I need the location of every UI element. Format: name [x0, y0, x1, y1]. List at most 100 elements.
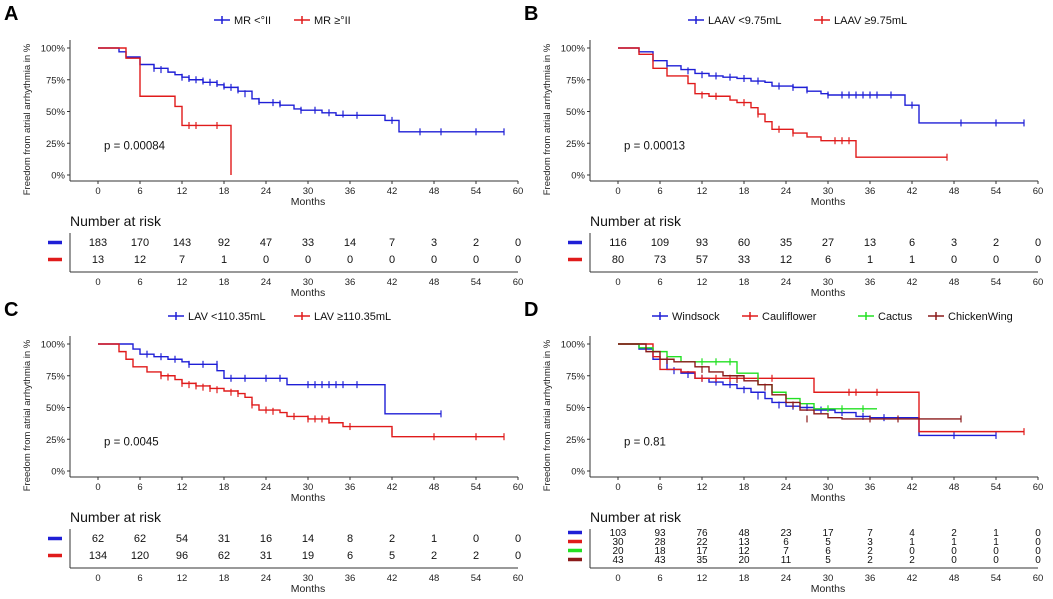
risk-count: 2 — [867, 555, 873, 566]
risk-count: 0 — [1035, 237, 1041, 249]
risk-count: 1 — [221, 254, 227, 266]
risk-count: 0 — [347, 254, 353, 266]
risk-count: 92 — [218, 237, 230, 249]
risk-count: 62 — [134, 533, 146, 545]
panel-a: A MR <°II MR ≥°II Freedom from atrial arrhy… — [4, 3, 523, 299]
risk-x-axis-title: Months — [291, 287, 325, 299]
x-tick-label: 0 — [615, 482, 620, 493]
y-tick-label: 75% — [46, 371, 66, 382]
risk-x-tick-label: 54 — [991, 573, 1002, 584]
risk-x-tick-label: 30 — [823, 277, 834, 288]
risk-count: 73 — [654, 254, 666, 266]
risk-count: 93 — [654, 528, 666, 539]
risk-x-tick-label: 36 — [345, 573, 356, 584]
risk-x-tick-label: 12 — [177, 573, 188, 584]
x-axis-title: Months — [811, 196, 845, 208]
risk-count: 33 — [302, 237, 314, 249]
risk-x-tick-label: 36 — [345, 277, 356, 288]
x-tick-label: 48 — [949, 482, 960, 493]
risk-count: 6 — [825, 254, 831, 266]
risk-count: 7 — [783, 546, 789, 557]
risk-count: 13 — [738, 537, 750, 548]
x-axis-title: Months — [811, 492, 845, 504]
risk-count: 1 — [431, 533, 437, 545]
risk-count: 1 — [993, 537, 999, 548]
y-tick-label: 50% — [566, 403, 586, 414]
risk-count: 57 — [696, 254, 708, 266]
x-tick-label: 54 — [991, 186, 1002, 197]
risk-x-tick-label: 6 — [657, 573, 662, 584]
x-axis-title: Months — [291, 196, 325, 208]
risk-count: 5 — [825, 537, 831, 548]
risk-count: 2 — [431, 550, 437, 562]
risk-count: 20 — [612, 546, 624, 557]
risk-count: 17 — [696, 546, 708, 557]
y-tick-label: 100% — [41, 340, 66, 351]
risk-count: 13 — [864, 237, 876, 249]
km-curve-2 — [618, 343, 1024, 433]
risk-count: 2 — [867, 546, 873, 557]
y-axis-label: Freedom from atrial arrhythmia in % — [22, 339, 33, 491]
x-tick-label: 24 — [261, 186, 272, 197]
panel-letter: C — [4, 299, 18, 321]
risk-count: 0 — [1035, 537, 1041, 548]
risk-count: 14 — [302, 533, 314, 545]
y-tick-label: 25% — [46, 139, 66, 150]
panel-letter: A — [4, 3, 18, 25]
risk-count: 1 — [909, 537, 915, 548]
risk-count: 30 — [612, 537, 624, 548]
x-tick-label: 30 — [823, 482, 834, 493]
risk-count: 0 — [1035, 546, 1041, 557]
risk-count: 76 — [696, 528, 708, 539]
risk-count: 6 — [909, 237, 915, 249]
risk-x-tick-label: 18 — [739, 573, 750, 584]
risk-table-title: Number at risk — [70, 213, 162, 229]
risk-x-tick-label: 42 — [907, 277, 918, 288]
risk-x-tick-label: 24 — [261, 277, 272, 288]
panel-letter: B — [524, 3, 538, 25]
y-tick-label: 75% — [566, 75, 586, 86]
x-tick-label: 48 — [429, 482, 440, 493]
y-tick-label: 100% — [41, 44, 66, 55]
x-axis-title: Months — [291, 492, 325, 504]
risk-x-tick-label: 18 — [219, 277, 230, 288]
x-tick-label: 54 — [471, 482, 482, 493]
x-tick-label: 54 — [991, 482, 1002, 493]
risk-x-tick-label: 60 — [513, 573, 524, 584]
x-tick-label: 60 — [1033, 482, 1044, 493]
risk-count: 1 — [993, 528, 999, 539]
panel-c: C LAV <110.35mL LAV ≥110.35mL Freedom from … — [4, 299, 524, 595]
risk-x-tick-label: 30 — [303, 573, 314, 584]
risk-count: 13 — [92, 254, 104, 266]
risk-count: 0 — [473, 533, 479, 545]
risk-count: 96 — [176, 550, 188, 562]
y-axis-label: Freedom from atrial arrhythmia in % — [542, 43, 553, 195]
risk-count: 20 — [738, 555, 750, 566]
risk-count: 48 — [738, 528, 750, 539]
risk-x-tick-label: 12 — [697, 573, 708, 584]
risk-count: 0 — [515, 550, 521, 562]
km-curve-1 — [618, 47, 1024, 124]
risk-x-tick-label: 0 — [615, 277, 620, 288]
x-tick-label: 60 — [513, 482, 524, 493]
risk-count: 103 — [610, 528, 627, 539]
risk-count: 0 — [951, 254, 957, 266]
risk-x-tick-label: 36 — [865, 573, 876, 584]
risk-count: 6 — [825, 546, 831, 557]
risk-count: 0 — [993, 546, 999, 557]
x-tick-label: 30 — [303, 186, 314, 197]
x-tick-label: 42 — [907, 186, 918, 197]
risk-x-tick-label: 42 — [387, 277, 398, 288]
risk-count: 183 — [89, 237, 107, 249]
risk-count: 0 — [305, 254, 311, 266]
risk-count: 7 — [867, 528, 873, 539]
risk-x-tick-label: 48 — [949, 573, 960, 584]
p-value: p = 0.00084 — [104, 141, 166, 153]
risk-x-tick-label: 54 — [991, 277, 1002, 288]
risk-count: 0 — [993, 555, 999, 566]
risk-table-title: Number at risk — [70, 509, 162, 525]
km-curve-2 — [98, 343, 504, 438]
risk-x-tick-label: 36 — [865, 277, 876, 288]
km-curve-1 — [98, 47, 504, 133]
